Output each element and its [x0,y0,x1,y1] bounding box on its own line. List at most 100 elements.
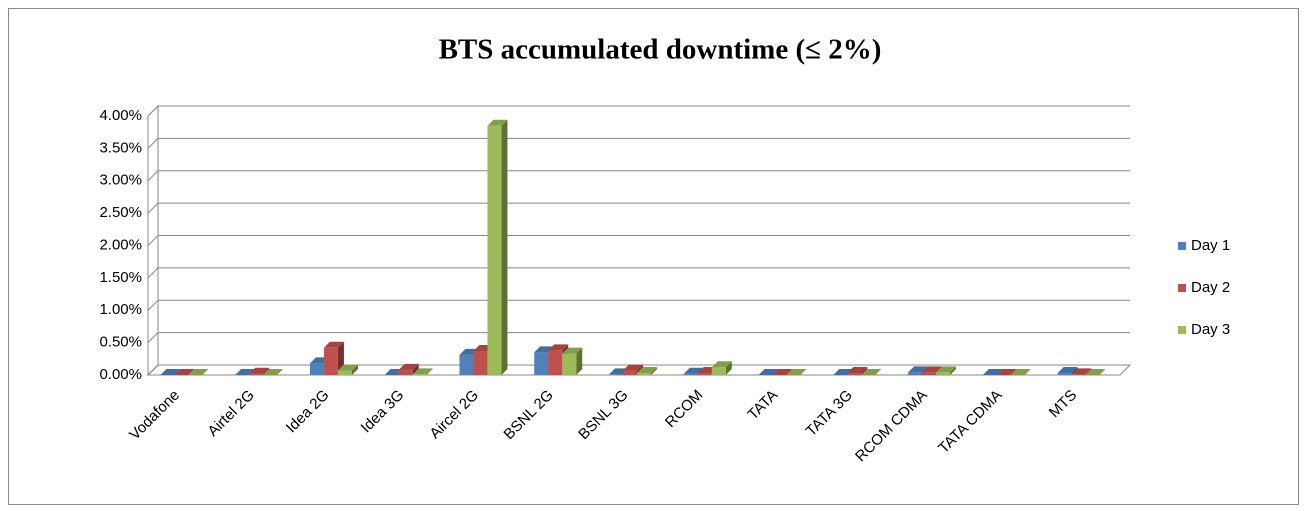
grid-line [147,235,1130,246]
bar-front [337,370,352,375]
bar-front [908,372,923,375]
bar-front [249,373,264,375]
bar-front [562,353,577,375]
bar [786,369,807,375]
bar-front [847,373,862,375]
legend-label: Day 2 [1191,279,1230,296]
bar-top [487,119,508,126]
bar-front [711,367,726,375]
bar [562,347,583,375]
bar-top [908,366,929,373]
bar-top [758,369,779,375]
bar-top [847,367,868,374]
bar [160,369,181,375]
bar-front [683,373,698,375]
bar-front [398,369,413,375]
bar-top [1010,369,1031,375]
bar-top [249,367,270,374]
bar-front [623,370,637,375]
y-tick-label: 2.50% [99,204,142,221]
bar-front [309,363,324,375]
bar-front [412,374,427,375]
y-tick-label: 4.00% [99,107,142,124]
bar-top [982,369,1003,375]
bar-front [637,373,651,375]
bar-top [623,364,643,371]
bar [758,369,779,375]
bar-top [1071,368,1092,375]
bar [996,369,1017,375]
bar-side [861,367,868,375]
bar-front [697,373,712,375]
bar [249,367,270,375]
bar-top [188,369,209,375]
bar-top [160,369,181,375]
bar-side [426,368,433,375]
bar-top [936,366,957,373]
bar [1085,369,1106,375]
grid-line [147,137,1130,149]
bar-front [534,352,549,375]
bar-side [651,367,657,375]
bar [711,361,732,375]
bar-front [548,350,563,375]
y-tick-label: 3.50% [99,139,142,156]
bar [1071,368,1092,375]
bar-top [861,369,882,375]
bar-top [1085,369,1106,375]
bar-front [473,351,488,375]
grid-line [147,105,1130,117]
bar [637,367,657,375]
grid-line [147,332,1130,343]
chart-title: BTS accumulated downtime (≤ 2%) [439,34,882,66]
legend-label: Day 1 [1191,237,1230,254]
bar-side [263,367,270,375]
y-tick-label: 0.50% [99,334,142,351]
chart-border [8,8,1299,505]
bar-front [1071,374,1086,375]
bar [174,369,195,375]
grid-line [147,364,1130,376]
bar-side [412,363,419,375]
bar-side [576,347,583,375]
bar-side [501,119,508,376]
bar-side [725,361,732,375]
bar [982,369,1003,375]
bar-front [609,374,623,375]
bar [412,368,433,375]
bar [263,369,284,375]
grid-line [147,267,1130,279]
bar-front [936,372,951,375]
bar-top [323,341,344,348]
grid-line [147,202,1130,214]
y-tick-label: 2.00% [99,236,142,253]
bar-top [772,369,793,375]
bar [1010,369,1031,375]
bar-top [711,361,732,368]
bar [398,363,419,375]
grid-line [147,299,1130,311]
bar-side [950,366,957,375]
bar-top [637,367,657,374]
bar [772,369,793,375]
bar [337,364,358,375]
bar-front [1057,373,1072,375]
bar-side [1085,368,1092,375]
bar-front [323,347,338,375]
bar [847,367,868,375]
bar-top [786,369,807,375]
bar [936,366,957,375]
bar-front [459,354,474,375]
bar-top [922,366,943,373]
bar-top [996,369,1017,375]
bar-top [412,368,433,375]
bar-front [922,372,937,375]
bar-front [487,125,502,376]
bar-top [548,344,569,351]
bar-top [174,369,195,375]
bar-top [398,363,419,370]
bar [861,369,882,375]
bar-top [1057,367,1078,374]
y-tick-label: 0.00% [99,366,142,383]
